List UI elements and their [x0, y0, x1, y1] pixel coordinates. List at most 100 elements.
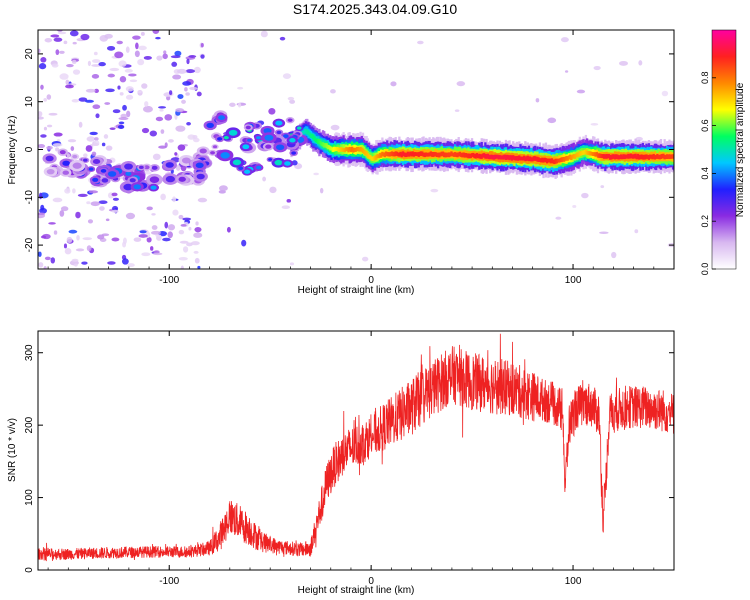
spectrogram-ridge-cell [348, 146, 351, 151]
spectrogram-ridge-cell [651, 154, 654, 160]
spectrogram-noise-blob [229, 102, 236, 107]
spectrogram-noise-blob [111, 237, 120, 242]
spectrogram-ridge-cell [303, 128, 307, 134]
spectrogram-noise-blob [40, 134, 47, 138]
spectrogram-ridge-cell [501, 155, 504, 160]
spectrogram-ridge-cell [578, 151, 582, 156]
spectrogram-blob-inner [276, 130, 282, 135]
spectrogram-noise-blob [182, 246, 189, 253]
spectrogram-ridge-cell [599, 153, 602, 158]
spectrogram-noise-blob [151, 213, 156, 216]
spectrogram-blob-inner [218, 115, 225, 120]
spectrogram-blob-inner [151, 165, 158, 170]
spectrogram-ridge-cell [436, 152, 440, 158]
spectrogram-noise-blob [95, 113, 100, 119]
spectrogram-noise-blob [125, 212, 136, 220]
spectrogram-ridge-cell [600, 154, 603, 159]
spectrogram-ridge-cell [342, 148, 345, 152]
spectrogram-noise-blob [52, 143, 63, 147]
spectrogram-ridge-cell [562, 156, 566, 162]
spectrogram-ridge-cell [383, 152, 386, 158]
spectrogram-noise-blob [282, 73, 292, 80]
spectrogram-y-tick-label: -10 [24, 190, 35, 205]
spectrogram-noise-blob [286, 199, 292, 203]
spectrogram-noise-blob [174, 50, 182, 57]
spectrogram-noise-blob [119, 92, 124, 96]
spectrogram-noise-blob [92, 59, 101, 64]
spectrogram-ridge-cell [443, 152, 446, 158]
spectrogram-noise-blob [120, 113, 128, 119]
spectrogram-noise-blob [149, 130, 158, 137]
spectrogram-noise-blob [192, 134, 198, 139]
spectrogram-noise-blob [72, 69, 81, 75]
spectrogram-noise-blob [158, 106, 167, 109]
spectrogram-ridge-cell [590, 151, 594, 156]
spectrogram-blob-inner [287, 118, 293, 122]
spectrogram-noise-blob [125, 94, 134, 100]
spectrogram-ridge-cell [487, 154, 491, 160]
spectrogram-noise-blob [155, 234, 162, 237]
spectrogram-ridge-cell [618, 155, 621, 160]
spectrogram-noise-blob [38, 111, 43, 117]
spectrogram-noise-blob [46, 94, 52, 100]
spectrogram-noise-blob [66, 236, 73, 243]
spectrogram-ridge-cell [422, 152, 425, 157]
spectrogram-ridge-cell [548, 158, 551, 163]
spectrogram-noise-blob [122, 237, 127, 245]
spectrogram-noise-blob [188, 55, 197, 58]
spectrogram-ridge-cell [635, 155, 638, 160]
spectrogram-noise-blob [86, 136, 96, 142]
spectrogram-noise-blob [178, 229, 185, 235]
spectrogram-ridge-cell [426, 152, 429, 157]
spectrogram-ridge-cell [373, 155, 377, 161]
spectrogram-noise-blob [66, 153, 71, 158]
spectrogram-ridge-cell [447, 152, 451, 158]
snr-y-axis-label: SNR (10 * v/v) [7, 418, 18, 482]
spectrogram-ridge-cell [581, 150, 584, 156]
spectrogram-ridge-cell [457, 152, 460, 157]
spectrogram-ridge-cell [624, 154, 628, 159]
spectrogram-noise-blob [177, 94, 184, 100]
spectrogram-ridge-cell [514, 156, 517, 161]
spectrogram-ridge-cell [606, 154, 609, 159]
spectrogram-ridge-cell [435, 152, 439, 158]
spectrogram-ridge-cell [593, 152, 596, 157]
spectrogram-ridge-cell [343, 148, 346, 153]
spectrogram-ridge-cell [665, 154, 669, 159]
spectrogram-ridge-cell [396, 152, 400, 157]
spectrogram-ridge-cell [602, 154, 606, 159]
spectrogram-noise-blob [172, 209, 179, 216]
spectrogram-noise-blob [190, 241, 200, 246]
spectrogram-blob-inner [228, 129, 238, 136]
spectrogram-blob-inner [256, 165, 262, 170]
spectrogram-noise-blob [138, 234, 148, 238]
spectrogram-noise-blob [107, 261, 116, 265]
spectrogram-noise-blob [112, 109, 121, 114]
spectrogram-ridge-cell [629, 153, 632, 159]
spectrogram-ridge-cell [670, 154, 674, 159]
spectrogram-y-axis-label: Frequency (Hz) [7, 116, 18, 185]
spectrogram-noise-blob [146, 206, 153, 211]
spectrogram-blob-inner [206, 122, 214, 128]
spectrogram-ridge-cell [456, 152, 459, 158]
spectrogram-noise-blob [112, 205, 119, 212]
spectrogram-noise-blob [193, 66, 201, 74]
spectrogram-ridge-cell [632, 154, 635, 159]
spectrogram-noise-blob [146, 236, 152, 243]
spectrogram-noise-blob [40, 235, 47, 239]
spectrogram-noise-blob [53, 37, 63, 42]
spectrogram-ridge-cell [365, 151, 368, 156]
spectrogram-ridge-cell [657, 155, 660, 160]
spectrogram-ridge-cell [585, 150, 589, 155]
spectrogram-ridge-cell [406, 151, 409, 156]
spectrogram-noise-blob [38, 116, 44, 120]
spectrogram-ridge-cell [595, 152, 598, 157]
spectrogram-ridge-cell [439, 152, 442, 157]
spectrogram-noise-blob [68, 229, 78, 234]
spectrogram-ridge-cell [527, 156, 531, 162]
spectrogram-blob-inner [62, 160, 71, 166]
spectrogram-ridge-cell [304, 129, 308, 134]
spectrogram-ridge-cell [459, 152, 463, 157]
spectrogram-ridge-cell [560, 157, 563, 163]
spectrogram-noise-blob [111, 192, 118, 197]
